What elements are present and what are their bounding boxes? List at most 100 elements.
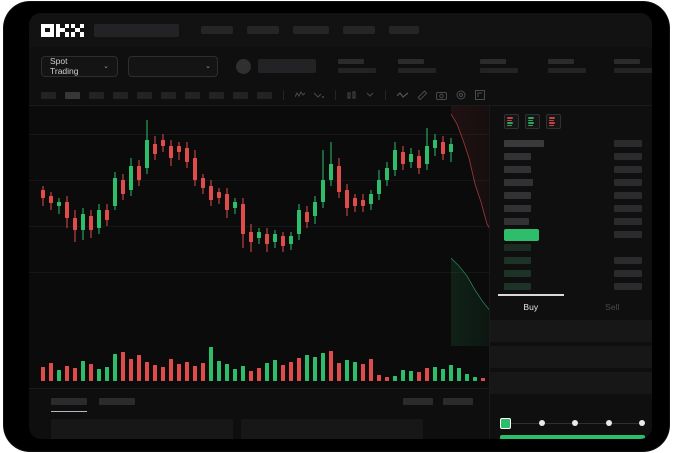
orderbook-row[interactable] — [490, 241, 652, 254]
global-search-input[interactable] — [94, 23, 179, 37]
stepper-dot-3[interactable] — [572, 420, 578, 426]
price-chart[interactable] — [29, 106, 489, 388]
tab-sell-label: Sell — [605, 302, 620, 312]
bottom-tab-order-history[interactable] — [99, 398, 135, 405]
orderbook-row[interactable] — [490, 176, 652, 189]
orderbook-price-bar — [504, 192, 531, 199]
volume-bar-53 — [465, 374, 469, 381]
place-order-button[interactable] — [500, 435, 645, 439]
indicator-icon[interactable] — [295, 91, 305, 99]
orderbook-mode-asks[interactable] — [546, 114, 561, 129]
orderbook-spread-row — [504, 229, 539, 241]
fullscreen-icon[interactable] — [475, 90, 485, 100]
candle-11 — [129, 106, 133, 306]
orderbook-row[interactable] — [490, 215, 652, 228]
bottom-action-2[interactable] — [443, 398, 473, 405]
tab-buy[interactable]: Buy — [490, 294, 572, 320]
timeframe-button-0[interactable] — [41, 91, 56, 99]
orderbook-size-bar — [614, 257, 642, 264]
timeframe-button-2[interactable] — [89, 91, 104, 99]
candle-10 — [121, 106, 125, 306]
candle-31 — [289, 106, 293, 306]
timeframe-button-5[interactable] — [161, 91, 176, 99]
candle-39 — [353, 106, 357, 306]
nav-link-1[interactable] — [201, 26, 233, 34]
candle-15 — [161, 106, 165, 306]
compare-icon[interactable] — [314, 91, 324, 99]
orderbook-mode-group — [490, 106, 652, 135]
orderbook-row[interactable] — [490, 267, 652, 280]
volume-bar-5 — [81, 361, 85, 381]
timeframe-button-9[interactable] — [257, 91, 272, 99]
bottom-tab-open-orders[interactable] — [51, 398, 87, 412]
spot-trading-dropdown[interactable]: Spot Trading ⌄ — [41, 55, 119, 77]
line-chart-icon[interactable] — [397, 91, 408, 99]
candle-32 — [297, 106, 301, 306]
volume-bar-37 — [337, 363, 341, 381]
orderbook-row[interactable] — [490, 254, 652, 267]
orderbook-row[interactable] — [490, 228, 652, 241]
trading-pair-dropdown[interactable]: ⌄ — [128, 55, 218, 77]
order-field-price[interactable] — [490, 320, 652, 342]
order-stepper[interactable] — [500, 416, 645, 430]
orderbook-row[interactable] — [490, 280, 652, 293]
candle-46 — [409, 106, 413, 306]
volume-bar-18 — [185, 362, 189, 381]
camera-icon[interactable] — [436, 91, 447, 100]
orderbook-size-bar — [614, 140, 642, 147]
volume-bar-11 — [129, 359, 133, 381]
timeframe-button-3[interactable] — [113, 91, 128, 99]
market-stat-1 — [338, 59, 376, 73]
volume-bar-3 — [65, 366, 69, 381]
candle-43 — [385, 106, 389, 306]
timeframe-button-6[interactable] — [185, 91, 200, 99]
order-field-amount[interactable] — [490, 346, 652, 368]
candle-9 — [113, 106, 117, 306]
stepper-dot-2[interactable] — [538, 420, 545, 426]
settings-icon[interactable] — [456, 90, 466, 100]
volume-bar-22 — [217, 361, 221, 381]
okx-logo-icon[interactable] — [41, 23, 84, 37]
stepper-dot-4[interactable] — [605, 420, 612, 426]
orderbook-row[interactable] — [490, 189, 652, 202]
nav-link-2[interactable] — [247, 26, 279, 34]
orderbook-row[interactable] — [490, 150, 652, 163]
orderbook-size-bar — [614, 218, 642, 225]
order-form-fields — [490, 320, 652, 398]
chevron-down-icon: ⌄ — [205, 62, 211, 70]
bottom-card-1[interactable] — [51, 419, 233, 439]
orderbook-row[interactable] — [490, 163, 652, 176]
bottom-card-2[interactable] — [241, 419, 423, 439]
nav-link-5[interactable] — [389, 26, 419, 34]
volume-bar-13 — [145, 362, 149, 381]
candlestick-type-icon[interactable] — [347, 91, 357, 100]
bottom-action-1[interactable] — [403, 398, 433, 405]
orderbook-price-bar — [504, 205, 531, 212]
candle-44 — [393, 106, 397, 306]
volume-bar-45 — [401, 370, 405, 381]
timeframe-button-1[interactable] — [65, 91, 80, 99]
volume-bar-26 — [249, 371, 253, 381]
app-screen: Spot Trading ⌄ ⌄ — [29, 13, 652, 439]
volume-bar-35 — [321, 353, 325, 381]
tab-sell[interactable]: Sell — [572, 294, 653, 320]
stepper-dot-1[interactable] — [500, 417, 511, 429]
candle-5 — [81, 106, 85, 306]
ruler-icon[interactable] — [417, 90, 427, 100]
timeframe-button-7[interactable] — [209, 91, 224, 99]
nav-link-4[interactable] — [343, 26, 375, 34]
nav-links-group — [201, 26, 419, 34]
orderbook-row[interactable] — [490, 137, 652, 150]
order-field-total[interactable] — [490, 372, 652, 394]
candle-33 — [305, 106, 309, 306]
volume-bar-2 — [57, 370, 61, 381]
orderbook-mode-bids[interactable] — [525, 114, 540, 129]
timeframe-button-8[interactable] — [233, 91, 248, 99]
orderbook-mode-both[interactable] — [504, 114, 519, 129]
timeframe-button-4[interactable] — [137, 91, 152, 99]
volume-bar-17 — [177, 364, 181, 381]
orderbook-row[interactable] — [490, 202, 652, 215]
stepper-dot-5[interactable] — [639, 420, 645, 426]
chevron-down-icon[interactable] — [366, 92, 374, 98]
nav-link-3[interactable] — [293, 26, 329, 34]
